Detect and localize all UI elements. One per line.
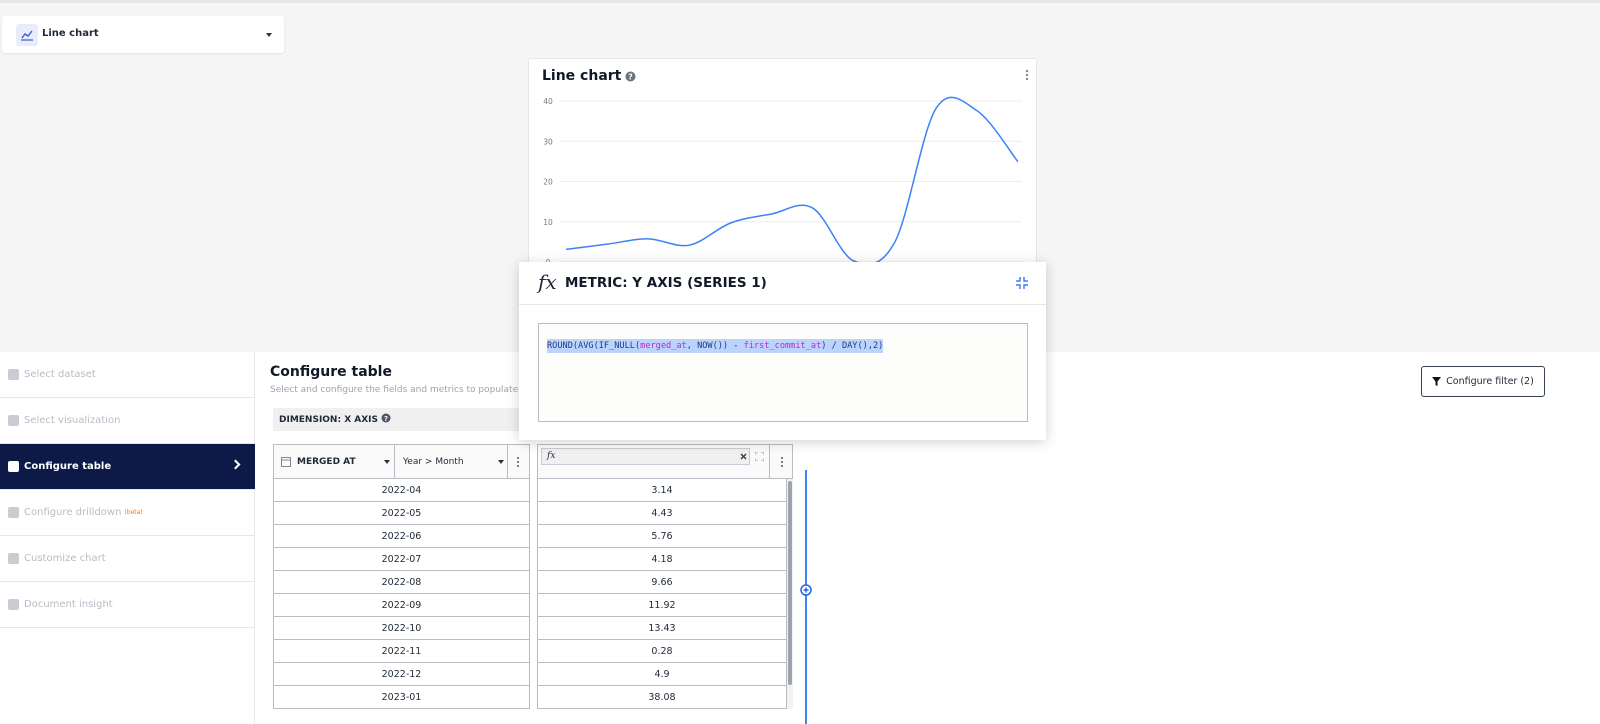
insert-line: [805, 470, 807, 724]
item-label: Select visualization: [24, 415, 121, 426]
chart-icon: [16, 24, 38, 46]
caret: [498, 460, 504, 464]
chart-title: Line chart: [542, 68, 622, 84]
item-label: Configure table: [24, 461, 112, 472]
metric-cell: 4.43: [537, 502, 787, 525]
y-tick-label: 20: [543, 178, 553, 187]
dimension-cell: 2022-10: [273, 617, 530, 640]
caret: [266, 33, 272, 37]
field-token: first_commit_at: [743, 341, 822, 351]
select-label: Line chart: [42, 28, 99, 39]
sidebar: Select dataset Select visualization Config…: [0, 352, 255, 724]
series-line: [565, 96, 1019, 265]
dimension-cell: 2022-06: [273, 525, 530, 548]
metric-cell: 0.28: [537, 640, 787, 663]
help-icon[interactable]: ?: [381, 413, 391, 423]
kebab-menu[interactable]: [780, 456, 784, 468]
sidebar-item[interactable]: Configure drilldown (beta): [0, 490, 255, 536]
scrollbar-track: [787, 479, 793, 709]
sidebar-item[interactable]: Customize chart: [0, 536, 255, 582]
code-token: ) / DAY(),2): [821, 341, 884, 351]
item-label: Select dataset: [24, 369, 96, 380]
metric-cell: 4.9: [537, 663, 787, 686]
metric-cell: 38.08: [537, 686, 787, 709]
dimension-cell: 2022-11: [273, 640, 530, 663]
code-token: , NOW()) -: [686, 341, 744, 351]
sidebar-item[interactable]: Document insight: [0, 582, 255, 628]
caret: [384, 460, 390, 464]
configure-filter-button[interactable]: Configure filter (2): [1421, 366, 1545, 397]
divider: [519, 304, 1046, 305]
sidebar-item[interactable]: Configure table: [0, 444, 255, 490]
kebab-menu[interactable]: [516, 456, 520, 468]
metric-cell: 4.18: [537, 548, 787, 571]
fx-icon: fx: [538, 270, 557, 294]
metric-cell: 11.92: [537, 594, 787, 617]
item-icon: [8, 415, 19, 426]
item-label: Customize chart: [24, 553, 106, 564]
divider: [769, 445, 770, 478]
dimension-header: MERGED AT Year > Month: [273, 444, 530, 479]
dimension-cell: 2022-08: [273, 571, 530, 594]
add-column-button[interactable]: [800, 584, 812, 596]
svg-text:?: ?: [628, 73, 633, 82]
metric-cell: 5.76: [537, 525, 787, 548]
collapse-icon[interactable]: [1016, 277, 1028, 289]
kebab-menu[interactable]: [1024, 69, 1030, 83]
dimension-label: DIMENSION: X AXIS: [279, 415, 379, 425]
item-icon: [8, 461, 19, 472]
y-tick-label: 40: [543, 97, 553, 106]
dimension-field[interactable]: MERGED AT: [297, 457, 356, 467]
item-icon: [8, 369, 19, 380]
section-subtitle: Select and configure the fields and metr…: [270, 385, 532, 395]
beta-badge: (beta): [124, 509, 143, 516]
dimension-cell: 2022-05: [273, 502, 530, 525]
modal-title: METRIC: Y AXIS (SERIES 1): [565, 275, 767, 291]
metric-header: fx: [537, 444, 793, 479]
dimension-cell: 2023-01: [273, 686, 530, 709]
visualization-select[interactable]: Line chart: [2, 16, 284, 53]
formula-code: ROUND(AVG(IF_NULL(merged_at, NOW()) - fi…: [547, 339, 884, 353]
clear-icon[interactable]: [740, 453, 747, 460]
dimension-cell: 2022-04: [273, 479, 530, 502]
expand-icon[interactable]: [755, 452, 764, 461]
sidebar-item[interactable]: Select visualization: [0, 398, 255, 444]
dimension-cell: 2022-07: [273, 548, 530, 571]
divider: [394, 445, 395, 478]
code-token: ROUND(AVG(IF_NULL(: [547, 341, 641, 351]
formula-editor[interactable]: ROUND(AVG(IF_NULL(merged_at, NOW()) - fi…: [538, 323, 1028, 422]
svg-text:?: ?: [384, 415, 388, 423]
granularity[interactable]: Year > Month: [403, 457, 464, 467]
metric-cell: 3.14: [537, 479, 787, 502]
item-label: Document insight: [24, 599, 113, 610]
section-title: Configure table: [270, 364, 392, 380]
metric-input[interactable]: fx: [541, 448, 750, 465]
field-token: merged_at: [640, 341, 687, 351]
dimension-label-bar: DIMENSION: X AXIS ?: [273, 408, 523, 431]
scrollbar-thumb[interactable]: [788, 481, 792, 685]
filter-icon: [1432, 377, 1442, 386]
divider: [507, 445, 508, 478]
item-icon: [8, 507, 19, 518]
calendar-icon: [281, 457, 291, 467]
formula-modal: fx METRIC: Y AXIS (SERIES 1) ROUND(AVG(I…: [519, 262, 1046, 440]
item-label: Configure drilldown: [24, 507, 122, 518]
button-label: Configure filter (2): [1446, 376, 1534, 387]
item-icon: [8, 553, 19, 564]
dimension-cell: 2022-09: [273, 594, 530, 617]
help-icon[interactable]: ?: [625, 71, 636, 82]
metric-cell: 9.66: [537, 571, 787, 594]
placeholder: fx: [547, 451, 556, 461]
item-icon: [8, 599, 19, 610]
dimension-cell: 2022-12: [273, 663, 530, 686]
y-tick-label: 30: [543, 137, 553, 146]
sidebar-item[interactable]: Select dataset: [0, 352, 255, 398]
metric-cell: 13.43: [537, 617, 787, 640]
y-tick-label: 10: [543, 218, 553, 227]
chevron: [230, 459, 241, 470]
